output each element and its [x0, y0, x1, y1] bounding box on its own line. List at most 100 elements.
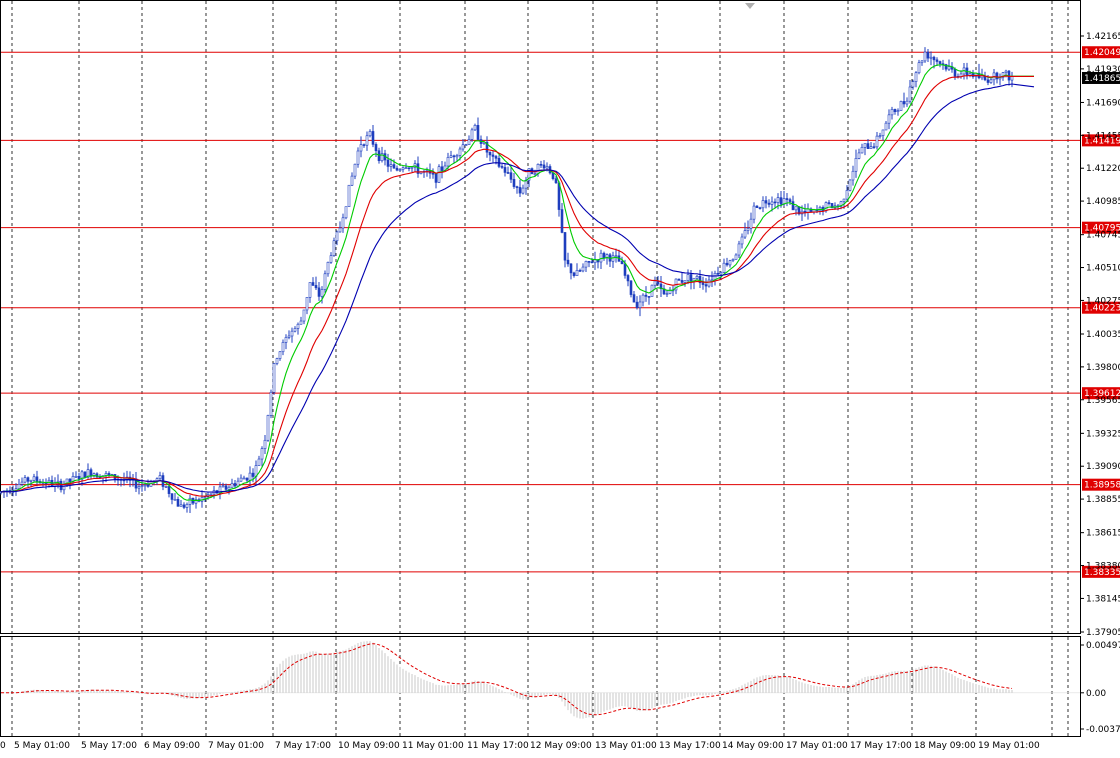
candle-body [878, 135, 882, 138]
indicator-y-tick-label: 0.00 [1086, 689, 1106, 699]
candle-body [884, 122, 888, 131]
candle-body [449, 155, 453, 158]
candle-body [287, 335, 291, 338]
price-level-tag [1082, 565, 1120, 578]
candle-body [845, 190, 849, 200]
candle-body [221, 485, 225, 488]
indicator-y-tick-label: -0.00377 [1086, 725, 1120, 735]
candle-body [17, 484, 21, 489]
candle-body [434, 173, 438, 183]
candle-body [59, 480, 63, 491]
candle-body [527, 168, 531, 181]
price-level-tag [1082, 134, 1120, 147]
candle-body [365, 135, 369, 146]
candle-body [368, 131, 372, 137]
candle-body [566, 259, 570, 265]
candle-body [995, 72, 999, 80]
candle-body [275, 358, 279, 364]
candle-body [953, 68, 957, 77]
candle-body [734, 254, 738, 260]
candle-body [623, 263, 627, 276]
candle-body [611, 255, 615, 262]
candle-body [257, 458, 261, 466]
candle-body [86, 469, 90, 478]
candle-body [584, 261, 588, 268]
candle-body [467, 139, 471, 145]
candle-body [347, 184, 351, 207]
candle-body [887, 114, 891, 124]
candle-body [203, 496, 207, 499]
candle-body [68, 478, 72, 482]
candle-body [719, 272, 723, 275]
candle-body [83, 471, 87, 478]
candle-body [932, 56, 936, 61]
candle-body [305, 297, 309, 311]
candle-body [935, 59, 939, 62]
candle-body [107, 473, 111, 476]
candle-body [926, 51, 930, 59]
candle-body [647, 296, 651, 298]
candle-body [704, 284, 708, 287]
candle-body [560, 209, 564, 233]
candle-body [167, 486, 171, 494]
candle-body [881, 129, 885, 137]
candle-body [401, 167, 405, 170]
candle-body [944, 64, 948, 70]
candle-body [371, 131, 375, 145]
y-tick-label: 1.38615 [1086, 529, 1120, 539]
candle-body [857, 152, 861, 159]
candle-body [146, 484, 150, 487]
candle-body [755, 205, 759, 208]
candle-body [770, 201, 774, 205]
candle-body [269, 391, 273, 416]
candle-body [590, 261, 594, 264]
candle-body [398, 169, 402, 171]
candle-body [545, 166, 549, 169]
candle-body [272, 363, 276, 393]
candle-body [764, 200, 768, 204]
candle-body [89, 469, 93, 477]
candle-body [395, 167, 399, 171]
candle-body [380, 153, 384, 162]
candle-body [1001, 72, 1005, 78]
candle-body [224, 485, 228, 490]
candle-body [266, 415, 270, 441]
candle-body [173, 499, 177, 501]
candle-body [767, 202, 771, 205]
candle-body [338, 227, 342, 233]
candle-body [860, 146, 864, 154]
candle-body [677, 278, 681, 281]
candle-body [902, 101, 906, 105]
candle-body [731, 259, 735, 261]
candle-body [722, 262, 726, 273]
candle-body [914, 72, 918, 82]
candle-body [281, 342, 285, 353]
price-level-label: 1.40223 [1084, 304, 1120, 314]
candle-body [260, 448, 264, 460]
candle-body [293, 328, 297, 332]
candle-body [536, 164, 540, 175]
y-tick-label: 1.38380 [1086, 562, 1120, 572]
candle-body [407, 167, 411, 170]
ma-mid-line [0, 74, 1034, 497]
indicator-y-tick-label: 0.004979 [1086, 641, 1120, 651]
candle-body [896, 110, 900, 113]
price-level-tag [1082, 301, 1120, 314]
x-tick-label: 17 May 01:00 [786, 741, 848, 751]
candle-body [614, 255, 618, 258]
candle-body [689, 274, 693, 282]
candle-body [458, 148, 462, 156]
candle-body [446, 157, 450, 167]
scroll-marker-icon[interactable] [745, 3, 755, 9]
candle-body [827, 202, 831, 204]
candle-body [374, 144, 378, 152]
candle-body [311, 282, 315, 286]
y-tick-label: 1.42165 [1086, 32, 1120, 42]
candle-body [137, 486, 141, 489]
candle-body [464, 144, 468, 146]
candle-body [776, 197, 780, 203]
candle-body [125, 476, 129, 481]
candle-body [263, 439, 267, 449]
candle-body [335, 231, 339, 242]
